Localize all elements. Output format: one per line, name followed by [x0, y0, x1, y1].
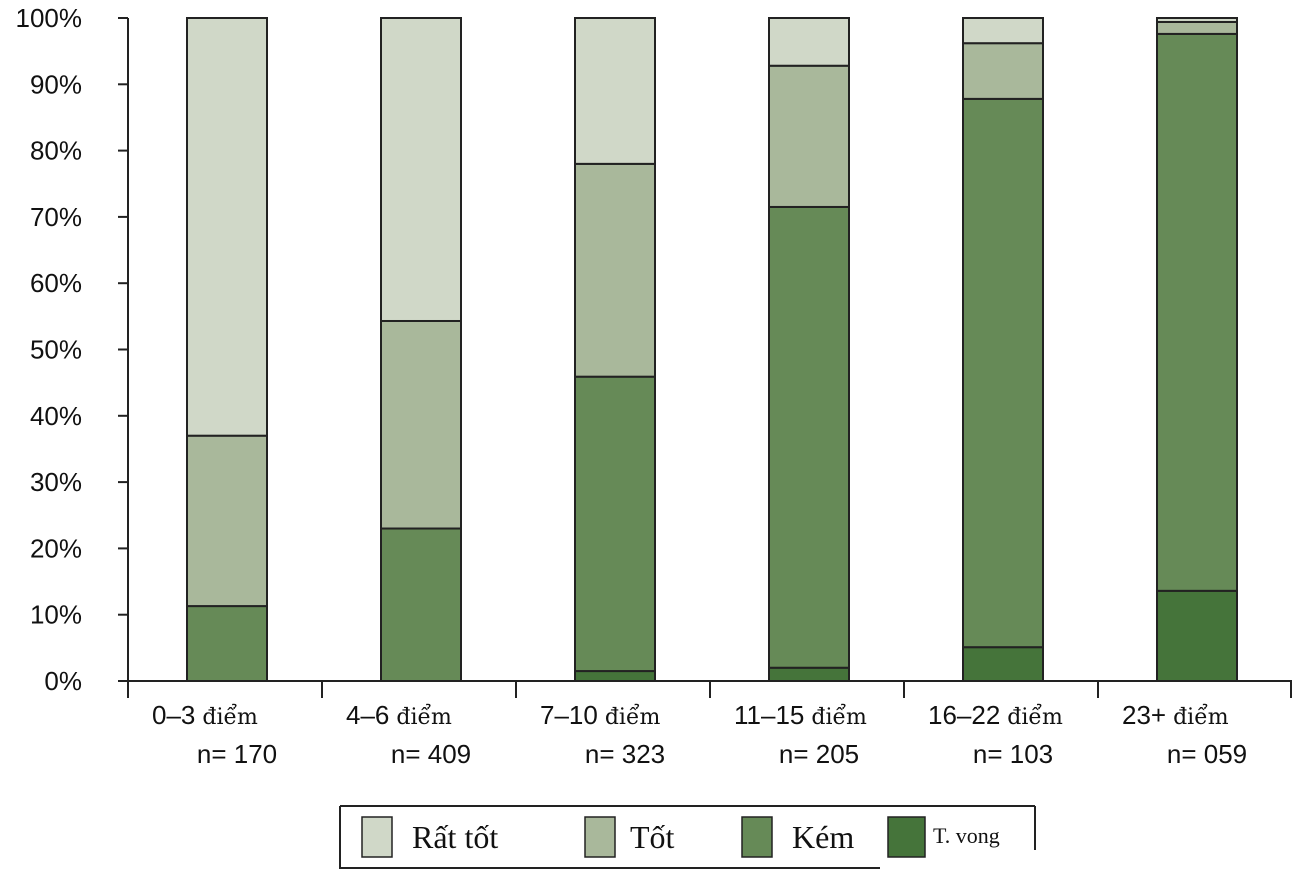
- x-tick-label: 7–10 điểm: [540, 700, 660, 730]
- x-tick-label: 0–3 điểm: [152, 700, 258, 730]
- legend-label-t-vong: T. vong: [933, 823, 1000, 848]
- bar-segment-k-m-0: [186, 605, 268, 682]
- bar-segment-t-t-3: [768, 64, 850, 208]
- y-tick-label: 90%: [30, 69, 82, 99]
- x-tick-n-label: n= 059: [1167, 739, 1247, 769]
- legend-swatch-t-vong: [887, 816, 926, 858]
- bars-group: [186, 17, 1238, 683]
- bar-segment-t-vong-2: [574, 670, 656, 682]
- x-tick-range: 4–6: [346, 700, 389, 730]
- x-tick-label: 4–6 điểm: [346, 700, 452, 730]
- bar-segment-t-vong-3: [768, 666, 850, 682]
- bar-segment-t-vong-5: [1156, 589, 1238, 682]
- legend-swatch-t-t: [584, 816, 616, 858]
- legend-border: [339, 805, 1036, 869]
- axes-group: 0–3 điểm n= 170 4–6 điểm n= 409 7–10 điểm n= …: [16, 3, 1292, 769]
- x-tick-n-label: n= 205: [779, 739, 859, 769]
- x-tick-range: 16–22: [928, 700, 1000, 730]
- bar-segment-t-t-1: [380, 319, 462, 530]
- legend-label-t-t: Tốt: [630, 819, 675, 855]
- bar-segment-r-t-t-t-0: [186, 17, 268, 437]
- y-tick-label: 80%: [30, 136, 82, 166]
- x-tick-n-label: n= 103: [973, 739, 1053, 769]
- x-tick-unit: điểm: [195, 702, 258, 730]
- bar-segment-t-t-2: [574, 162, 656, 378]
- bar-segment-r-t-t-t-5: [1156, 17, 1238, 23]
- x-tick-n-label: n= 170: [197, 739, 277, 769]
- x-tick-unit: điểm: [389, 702, 452, 730]
- y-tick-label: 10%: [30, 600, 82, 630]
- x-tick-n-label: n= 323: [585, 739, 665, 769]
- legend-label-r-t-t-t: Rất tốt: [412, 819, 498, 855]
- y-tick-label: 20%: [30, 533, 82, 563]
- x-tick-label: 16–22 điểm: [928, 700, 1063, 730]
- x-tick-range: 7–10: [540, 700, 598, 730]
- bar-segment-k-m-2: [574, 375, 656, 673]
- y-tick-label: 30%: [30, 467, 82, 497]
- legend-swatch-k-m: [741, 816, 773, 858]
- x-tick-unit: điểm: [598, 702, 661, 730]
- x-tick-unit: điểm: [804, 702, 867, 730]
- x-tick-unit: điểm: [1000, 702, 1063, 730]
- bar-segment-r-t-t-t-2: [574, 17, 656, 165]
- y-tick-label: 40%: [30, 401, 82, 431]
- x-tick-range: 23+: [1122, 700, 1166, 730]
- x-tick-n-label: n= 409: [391, 739, 471, 769]
- y-tick-label: 50%: [30, 335, 82, 365]
- legend-label-k-m: Kém: [792, 819, 854, 855]
- x-tick-label: 11–15 điểm: [734, 700, 867, 730]
- bar-segment-r-t-t-t-4: [962, 17, 1044, 45]
- y-tick-label: 100%: [16, 3, 83, 33]
- x-tick-unit: điểm: [1166, 702, 1229, 730]
- y-tick-label: 60%: [30, 268, 82, 298]
- bar-segment-k-m-1: [380, 527, 462, 683]
- bar-segment-t-t-4: [962, 42, 1044, 100]
- bar-segment-k-m-4: [962, 97, 1044, 649]
- legend-swatch-r-t-t-t: [361, 816, 393, 858]
- x-tick-range: 11–15: [734, 700, 804, 730]
- bar-segment-t-t-0: [186, 434, 268, 608]
- y-tick-label: 0%: [44, 666, 82, 696]
- bar-segment-r-t-t-t-1: [380, 17, 462, 322]
- x-tick-label: 23+ điểm: [1122, 700, 1229, 730]
- bar-segment-r-t-t-t-3: [768, 17, 850, 67]
- bar-segment-t-vong-4: [962, 646, 1044, 683]
- bar-segment-k-m-3: [768, 205, 850, 669]
- y-tick-label: 70%: [30, 202, 82, 232]
- bar-segment-t-t-5: [1156, 20, 1238, 35]
- x-tick-range: 0–3: [152, 700, 195, 730]
- bar-segment-k-m-5: [1156, 32, 1238, 592]
- legend: Rất tốt Tốt Kém T. vong: [339, 805, 1036, 869]
